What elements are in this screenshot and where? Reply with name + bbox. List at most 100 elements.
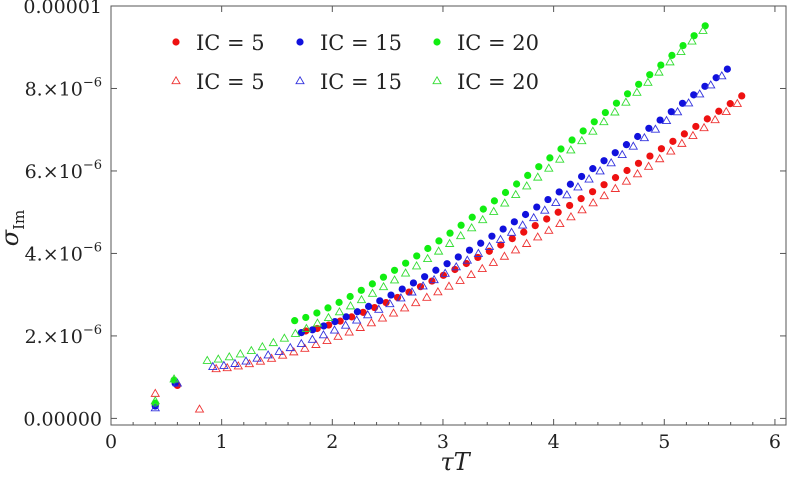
data-point bbox=[150, 388, 161, 397]
data-point bbox=[497, 241, 505, 249]
data-point bbox=[291, 317, 299, 325]
data-point bbox=[346, 292, 354, 301]
data-point bbox=[421, 273, 429, 281]
data-point bbox=[524, 171, 532, 180]
data-point bbox=[710, 114, 720, 124]
data-point bbox=[318, 329, 329, 339]
legend-label: IC = 5 bbox=[196, 31, 265, 55]
data-point bbox=[211, 363, 221, 373]
series-4 bbox=[150, 71, 727, 412]
data-point bbox=[665, 57, 675, 66]
data-point bbox=[301, 323, 312, 332]
data-point bbox=[635, 80, 643, 88]
data-point bbox=[577, 135, 587, 145]
y-tick-label: 4.×10−6 bbox=[25, 240, 102, 265]
data-point bbox=[687, 36, 697, 45]
data-point bbox=[566, 145, 576, 154]
data-point bbox=[413, 252, 421, 260]
data-point bbox=[628, 141, 639, 150]
data-point bbox=[698, 25, 708, 34]
data-point bbox=[643, 161, 654, 170]
data-point bbox=[634, 132, 642, 141]
data-point bbox=[600, 181, 608, 189]
data-point bbox=[407, 287, 417, 296]
data-point bbox=[499, 251, 510, 260]
data-point bbox=[378, 281, 389, 291]
data-point bbox=[311, 339, 321, 348]
svg-text:σIm: σIm bbox=[0, 210, 28, 247]
data-point bbox=[521, 238, 532, 247]
data-point bbox=[451, 261, 462, 271]
series-3 bbox=[150, 98, 743, 413]
data-point bbox=[568, 136, 576, 144]
data-point bbox=[439, 271, 448, 279]
data-point bbox=[540, 205, 550, 214]
x-tick-label: 2 bbox=[326, 431, 338, 453]
data-point bbox=[557, 145, 565, 153]
data-point bbox=[639, 132, 650, 142]
data-point bbox=[732, 98, 743, 107]
y-tick-label: 0.00001 bbox=[23, 0, 102, 18]
y-axis-label-sub: Im bbox=[10, 210, 28, 230]
data-point bbox=[443, 260, 451, 268]
data-point bbox=[676, 46, 686, 55]
data-point bbox=[279, 333, 290, 342]
data-point bbox=[612, 99, 621, 107]
data-point bbox=[717, 71, 727, 80]
data-point bbox=[455, 230, 466, 240]
data-point bbox=[688, 130, 698, 140]
data-point bbox=[621, 97, 631, 106]
data-point bbox=[455, 275, 465, 284]
data-point bbox=[366, 318, 377, 327]
data-point bbox=[488, 206, 499, 215]
data-point bbox=[715, 107, 723, 115]
legend: IC = 5 IC = 15 IC = 20 IC = 5 IC = 15 IC = 20 bbox=[171, 31, 539, 94]
data-point bbox=[601, 108, 609, 117]
data-point bbox=[506, 227, 517, 236]
data-point bbox=[721, 106, 731, 116]
data-point bbox=[364, 302, 373, 310]
data-point bbox=[241, 356, 251, 365]
series-5 bbox=[150, 25, 708, 405]
data-point bbox=[422, 292, 432, 301]
y-tick-label: 6.×10−6 bbox=[25, 158, 102, 183]
data-point bbox=[424, 244, 432, 253]
data-point bbox=[532, 232, 543, 241]
legend-circle-marker bbox=[172, 38, 180, 46]
data-point bbox=[235, 349, 246, 358]
data-point bbox=[457, 221, 465, 229]
data-point bbox=[213, 354, 224, 363]
data-point bbox=[322, 335, 332, 344]
legend-label: IC = 20 bbox=[457, 70, 539, 94]
y-axis-label: σIm bbox=[0, 210, 28, 247]
data-point bbox=[501, 188, 510, 197]
data-point bbox=[578, 172, 586, 181]
data-point bbox=[584, 174, 594, 183]
data-point bbox=[390, 266, 399, 274]
data-point bbox=[589, 165, 597, 173]
data-point bbox=[382, 299, 390, 307]
data-point bbox=[362, 309, 373, 319]
data-point bbox=[300, 343, 310, 352]
data-point bbox=[302, 313, 310, 322]
legend-triangle-marker bbox=[432, 75, 442, 85]
data-point bbox=[512, 180, 521, 188]
data-point bbox=[701, 22, 709, 30]
y-tick-label: 0.00000 bbox=[23, 408, 102, 430]
data-point bbox=[623, 166, 631, 175]
data-point bbox=[411, 261, 422, 270]
data-point bbox=[334, 307, 345, 316]
data-point bbox=[554, 208, 562, 216]
legend-item: IC = 15 bbox=[295, 70, 402, 94]
data-point bbox=[555, 188, 563, 196]
legend-item: IC = 20 bbox=[432, 70, 539, 94]
data-point bbox=[336, 317, 344, 325]
data-point bbox=[444, 281, 454, 290]
data-point bbox=[468, 213, 476, 221]
data-point bbox=[666, 146, 676, 155]
data-point bbox=[510, 218, 518, 226]
data-point bbox=[172, 378, 183, 387]
data-point bbox=[599, 190, 610, 200]
data-point bbox=[353, 308, 361, 316]
data-point bbox=[699, 122, 709, 132]
